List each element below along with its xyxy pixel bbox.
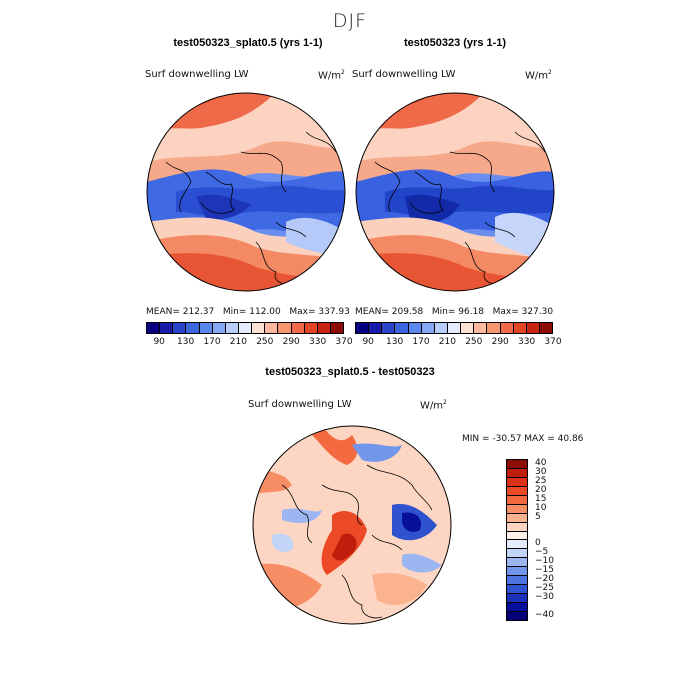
colorbar-swatch — [408, 323, 422, 333]
left-units-label: W/m2 — [318, 69, 345, 82]
colorbar-swatch — [225, 323, 239, 333]
right-panel-title: test050323 (yrs 1-1) — [403, 37, 507, 49]
colorbar-tick-label: 10 — [535, 502, 547, 513]
colorbar-swatch — [507, 549, 527, 559]
colorbar-swatch — [500, 323, 514, 333]
colorbar-tick-label: −40 — [535, 609, 554, 620]
diff-panel-title: test050323_splat0.5 - test050323 — [265, 366, 435, 378]
left-polar-map — [146, 92, 346, 292]
right-colorbar — [355, 322, 553, 334]
colorbar-swatch — [369, 323, 383, 333]
colorbar-swatch — [265, 323, 279, 333]
colorbar-swatch — [474, 323, 488, 333]
colorbar-tick-label: 170 — [203, 337, 221, 347]
colorbar-swatch — [526, 323, 540, 333]
colorbar-swatch — [317, 323, 331, 333]
colorbar-swatch — [291, 323, 305, 333]
right-polar-map — [355, 92, 555, 292]
colorbar-tick-label: 130 — [177, 337, 195, 347]
colorbar-tick-label: 15 — [535, 494, 547, 504]
colorbar-swatch — [173, 323, 187, 333]
diff-stats: MIN = -30.57 MAX = 40.86 — [462, 434, 584, 444]
colorbar-swatch — [507, 585, 527, 595]
colorbar-tick-label: 90 — [153, 337, 165, 347]
colorbar-swatch — [212, 323, 226, 333]
colorbar-tick-label: 250 — [256, 337, 274, 347]
colorbar-tick-label: 20 — [535, 485, 547, 496]
right-stats: MEAN= 209.58 Min= 96.18 Max= 327.30 — [355, 307, 554, 317]
colorbar-tick-label: 290 — [491, 337, 509, 347]
colorbar-tick-label: 210 — [229, 337, 247, 347]
right-units-label: W/m2 — [525, 69, 552, 82]
colorbar-swatch — [507, 576, 527, 586]
colorbar-tick-label: −30 — [535, 591, 554, 602]
diff-polar-map — [252, 425, 452, 625]
left-colorbar — [146, 322, 344, 334]
colorbar-tick-label: 5 — [535, 511, 541, 522]
colorbar-swatch — [382, 323, 396, 333]
colorbar-swatch — [507, 495, 527, 505]
colorbar-tick-label: −15 — [535, 565, 554, 576]
colorbar-tick-label: 370 — [335, 337, 353, 347]
colorbar-tick-label: −10 — [535, 556, 554, 567]
colorbar-swatch — [199, 323, 213, 333]
colorbar-tick-label: −5 — [535, 547, 549, 558]
colorbar-swatch — [238, 323, 253, 333]
colorbar-swatch — [507, 540, 527, 550]
colorbar-swatch — [507, 504, 527, 514]
colorbar-swatch — [507, 611, 527, 620]
colorbar-swatch — [539, 323, 553, 333]
colorbar-swatch — [507, 603, 527, 612]
colorbar-swatch — [513, 323, 527, 333]
colorbar-tick-label: 30 — [535, 467, 547, 478]
colorbar-tick-label: 40 — [535, 458, 547, 469]
colorbar-tick-label: 130 — [386, 337, 404, 347]
colorbar-swatch — [507, 468, 527, 478]
colorbar-swatch — [186, 323, 200, 333]
colorbar-swatch — [487, 323, 501, 333]
diff-units-label: W/m2 — [420, 399, 447, 412]
colorbar-tick-label: −20 — [535, 574, 554, 584]
season-title: DJF — [332, 10, 368, 32]
colorbar-swatch — [356, 323, 370, 333]
colorbar-tick-label: 0 — [535, 538, 541, 549]
colorbar-swatch — [421, 323, 435, 333]
colorbar-tick-label: −25 — [535, 582, 554, 593]
colorbar-swatch — [461, 323, 475, 333]
colorbar-tick-label: 170 — [412, 337, 430, 347]
right-variable-label: Surf downwelling LW — [352, 69, 456, 80]
colorbar-tick-label: 210 — [438, 337, 456, 347]
colorbar-swatch — [507, 460, 527, 469]
colorbar-swatch — [507, 531, 527, 541]
colorbar-swatch — [278, 323, 292, 333]
diff-colorbar-ticks: 40 30 25 20 15 10 5 0 −5 −10 −15 −20 −25 −30 −40 — [535, 458, 575, 621]
colorbar-tick-label: 25 — [535, 476, 547, 487]
colorbar-tick-label: 250 — [465, 337, 483, 347]
colorbar-swatch — [507, 594, 527, 603]
colorbar-swatch — [252, 323, 266, 333]
colorbar-swatch — [147, 323, 161, 333]
colorbar-swatch — [507, 567, 527, 577]
colorbar-swatch — [507, 513, 527, 523]
diff-variable-label: Surf downwelling LW — [248, 399, 352, 410]
colorbar-swatch — [395, 323, 409, 333]
colorbar-swatch — [507, 522, 527, 532]
colorbar-swatch — [507, 477, 527, 487]
colorbar-tick-label: 90 — [362, 337, 374, 347]
colorbar-swatch — [447, 323, 462, 333]
diff-colorbar — [506, 459, 528, 621]
left-panel-title: test050323_splat0.5 (yrs 1-1) — [173, 37, 323, 49]
colorbar-tick-label: 370 — [544, 337, 562, 347]
colorbar-swatch — [434, 323, 448, 333]
colorbar-swatch — [304, 323, 318, 333]
colorbar-tick-label: 330 — [518, 337, 536, 347]
colorbar-swatch — [330, 323, 344, 333]
left-stats: MEAN= 212.37 Min= 112.00 Max= 337.93 — [146, 307, 350, 317]
colorbar-swatch — [160, 323, 174, 333]
colorbar-tick-label: 290 — [282, 337, 300, 347]
left-variable-label: Surf downwelling LW — [145, 69, 249, 80]
colorbar-swatch — [507, 558, 527, 568]
colorbar-tick-label: 330 — [309, 337, 327, 347]
colorbar-swatch — [507, 486, 527, 496]
